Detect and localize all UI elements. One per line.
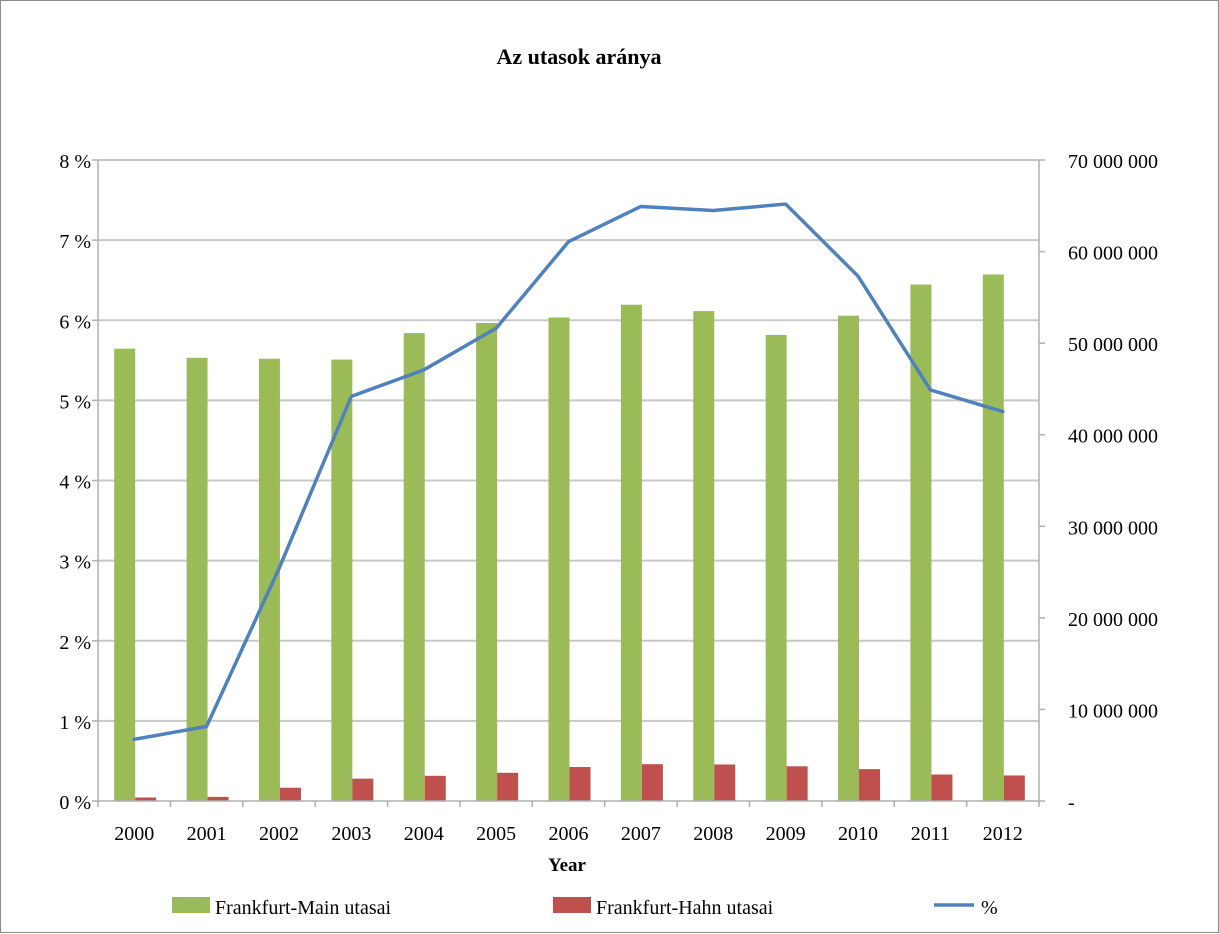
bar-frankfurt-main xyxy=(331,360,352,801)
y-right-tick-label: 30 000 000 xyxy=(1068,517,1158,539)
bar-frankfurt-main xyxy=(766,335,787,801)
x-tick-label: 2005 xyxy=(476,823,516,845)
bar-frankfurt-hahn xyxy=(714,764,735,801)
y-left-tick-label: 0 % xyxy=(59,792,91,814)
bar-frankfurt-main xyxy=(693,311,714,801)
x-tick-label: 2007 xyxy=(621,823,661,845)
bar-frankfurt-hahn xyxy=(1004,775,1025,801)
bar-series xyxy=(114,274,1025,801)
y-right-tick-label: 10 000 000 xyxy=(1068,700,1158,722)
bar-frankfurt-hahn xyxy=(931,775,952,801)
bar-frankfurt-hahn xyxy=(787,766,808,801)
bar-frankfurt-main xyxy=(404,333,425,801)
bar-frankfurt-hahn xyxy=(425,776,446,801)
y-left-tick-label: 3 % xyxy=(59,552,91,574)
y-left-tick-label: 5 % xyxy=(59,391,91,413)
bar-frankfurt-hahn xyxy=(352,779,373,801)
y-right-tick-label: 20 000 000 xyxy=(1068,609,1158,631)
bar-frankfurt-main xyxy=(838,316,859,801)
x-tick-label: 2010 xyxy=(838,823,878,845)
bar-frankfurt-main xyxy=(476,323,497,801)
bar-frankfurt-hahn xyxy=(642,764,663,801)
bar-frankfurt-hahn xyxy=(570,767,591,801)
bar-frankfurt-main xyxy=(621,305,642,801)
y-right-tick-label: 60 000 000 xyxy=(1068,243,1158,265)
bar-frankfurt-main xyxy=(259,359,280,801)
x-tick-label: 2009 xyxy=(766,823,806,845)
x-tick-label: 2008 xyxy=(693,823,733,845)
x-tick-label: 2011 xyxy=(911,823,950,845)
legend-label: Frankfurt-Hahn utasai xyxy=(596,897,774,919)
y-right-tick-label: 40 000 000 xyxy=(1068,426,1158,448)
y-right-tick-label: 70 000 000 xyxy=(1068,151,1158,173)
y-right-tick-label: 50 000 000 xyxy=(1068,334,1158,356)
x-tick-label: 2000 xyxy=(114,823,154,845)
legend-label: Frankfurt-Main utasai xyxy=(215,897,392,919)
bar-frankfurt-main xyxy=(549,318,570,801)
y-right-tick-label: - xyxy=(1068,792,1075,814)
x-tick-label: 2004 xyxy=(404,823,444,845)
y-left-tick-label: 7 % xyxy=(59,231,91,253)
y-left-tick-label: 4 % xyxy=(59,472,91,494)
x-tick-label: 2006 xyxy=(549,823,589,845)
x-axis-title: Year xyxy=(548,855,587,876)
x-tick-label: 2003 xyxy=(331,823,371,845)
x-tick-label: 2002 xyxy=(259,823,299,845)
x-tick-label: 2012 xyxy=(983,823,1023,845)
legend: Frankfurt-Main utasai Frankfurt-Hahn utas… xyxy=(172,897,998,919)
legend-swatch-frankfurt-hahn xyxy=(553,897,591,913)
y-left-tick-label: 1 % xyxy=(59,712,91,734)
y-left-tick-label: 2 % xyxy=(59,632,91,654)
bar-frankfurt-hahn xyxy=(280,788,301,801)
bar-frankfurt-hahn xyxy=(497,773,518,801)
bar-frankfurt-main xyxy=(114,349,135,801)
legend-label: % xyxy=(981,897,998,919)
chart-title: Az utasok aránya xyxy=(496,44,661,69)
x-tick-label: 2001 xyxy=(187,823,227,845)
legend-swatch-frankfurt-main xyxy=(172,897,210,913)
y-left-tick-label: 6 % xyxy=(59,311,91,333)
bar-frankfurt-main xyxy=(187,358,208,801)
bar-frankfurt-main xyxy=(983,274,1004,801)
y-left-tick-label: 8 % xyxy=(59,151,91,173)
bar-frankfurt-hahn xyxy=(859,769,880,801)
